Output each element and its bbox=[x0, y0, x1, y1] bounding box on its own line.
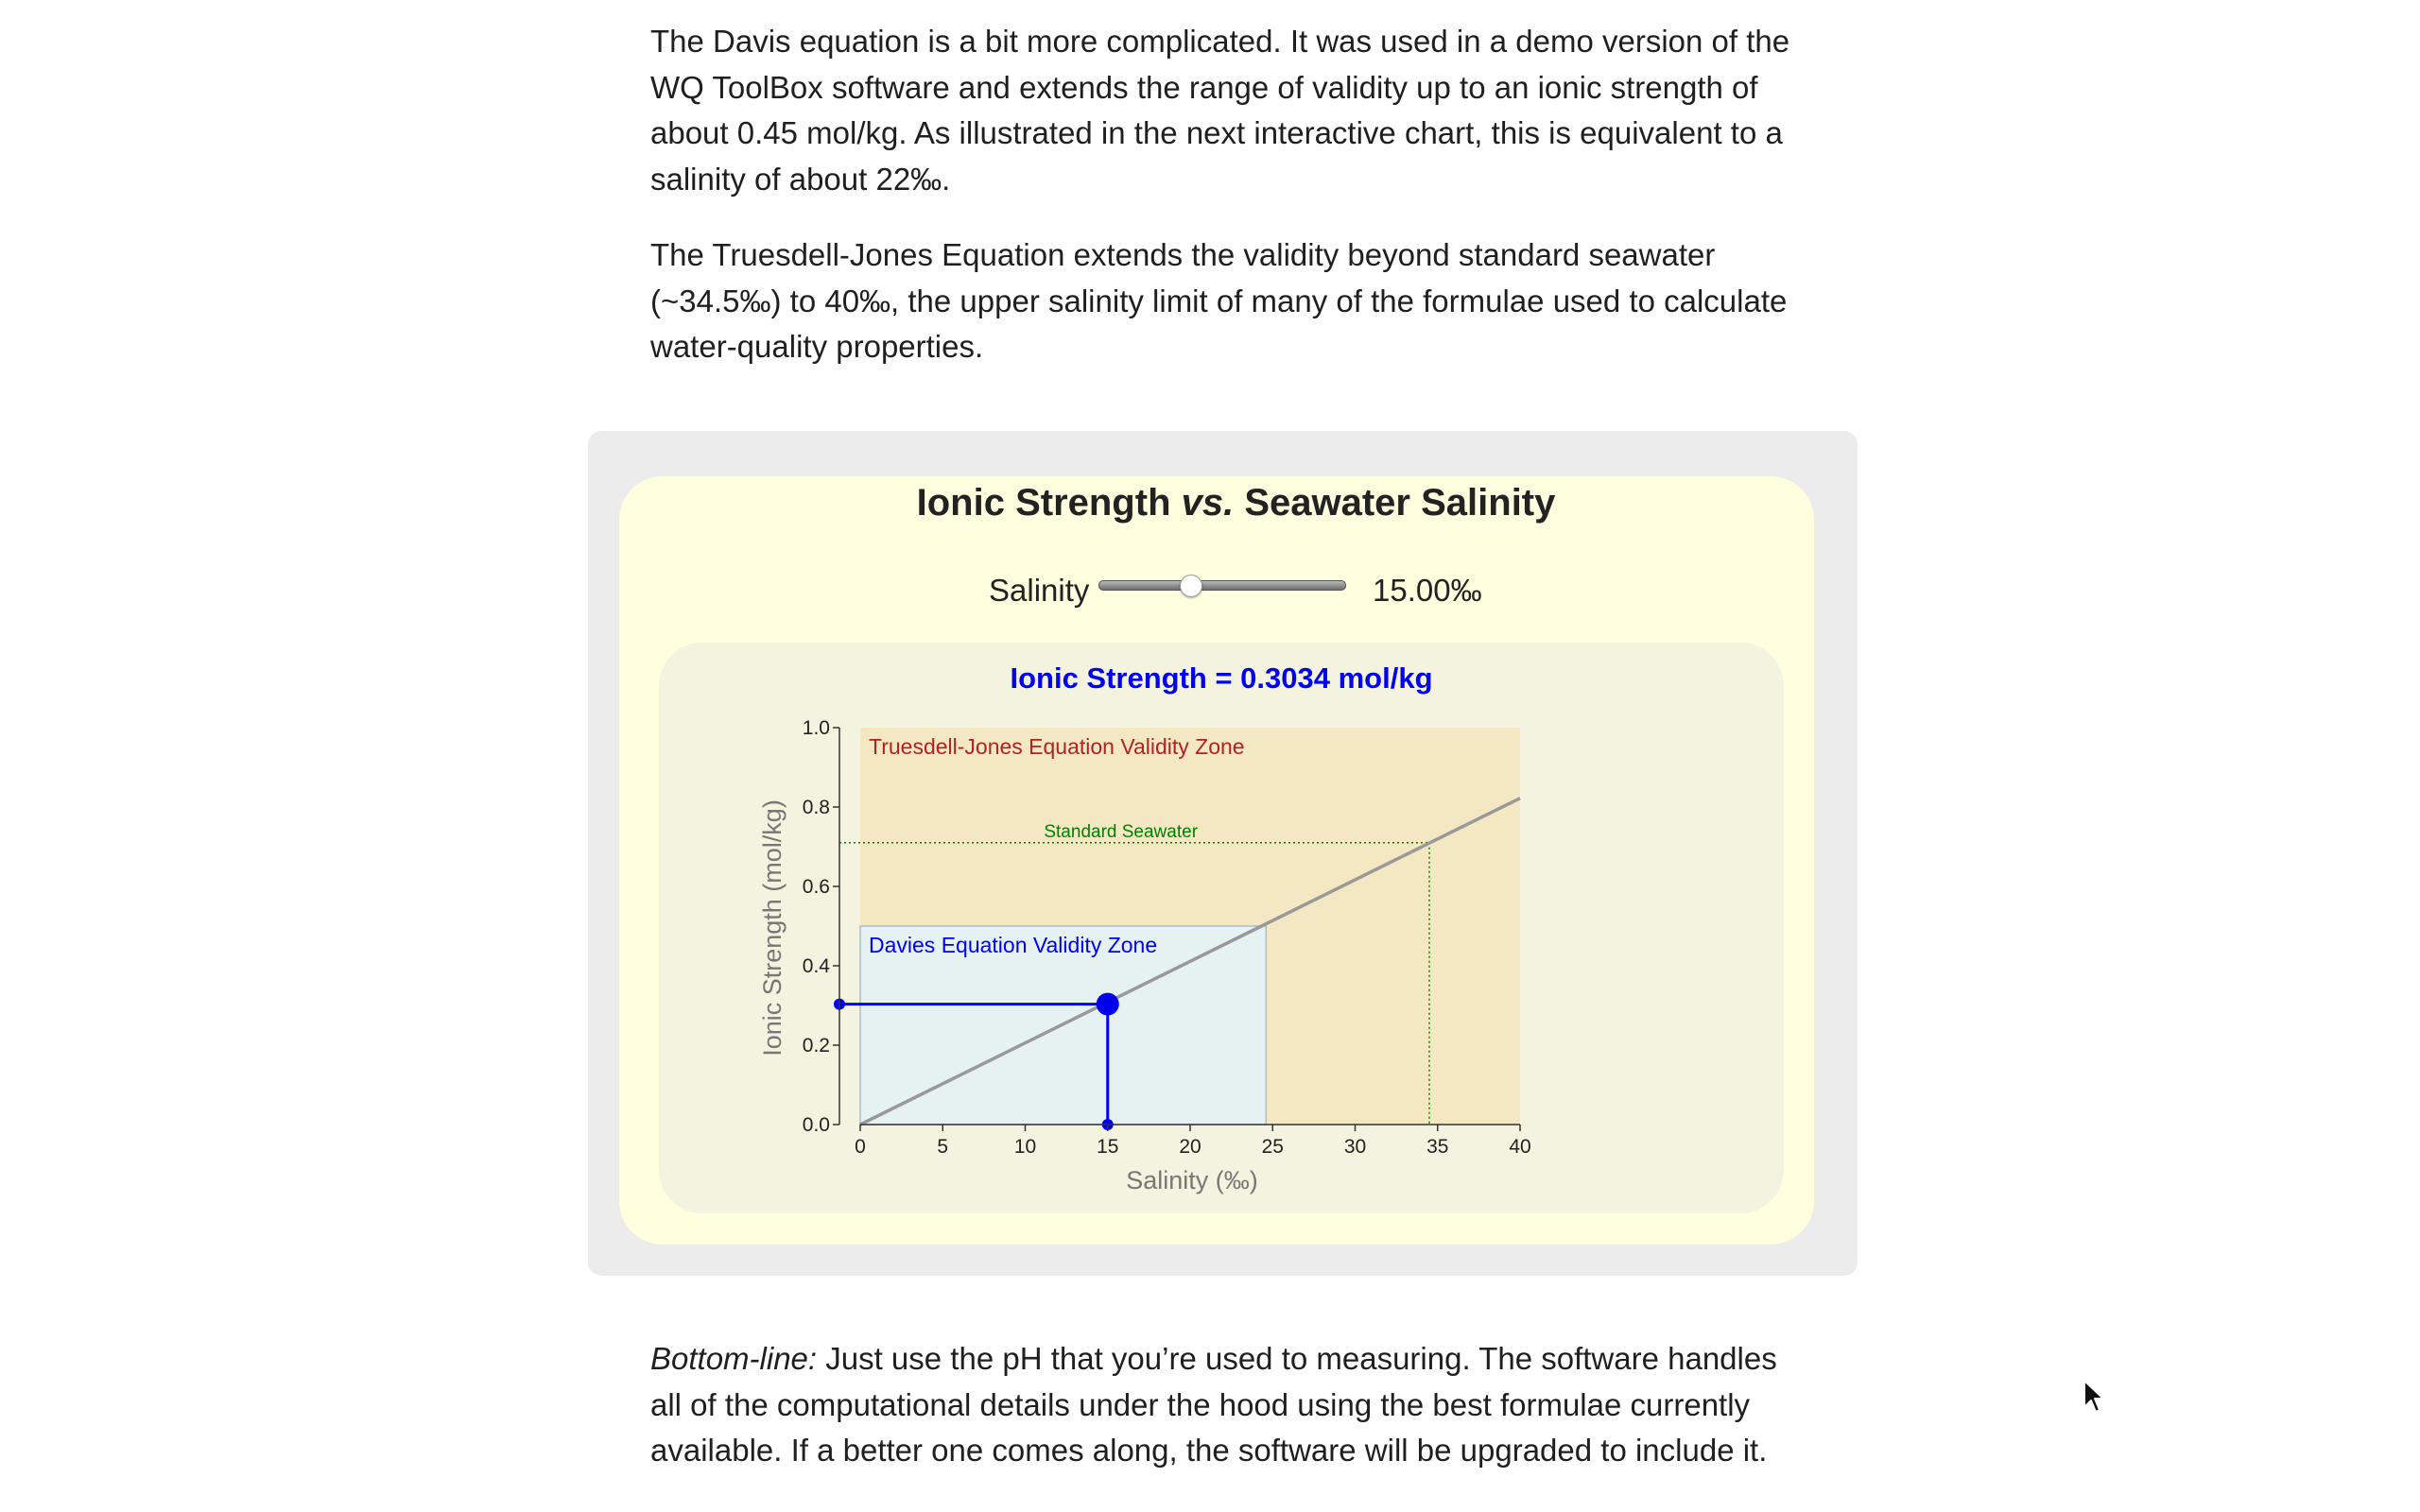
x-tick-label: 15 bbox=[1097, 1136, 1118, 1158]
y-tick-label: 1.0 bbox=[803, 717, 830, 739]
x-tick-label: 30 bbox=[1344, 1136, 1366, 1158]
y-tick-label: 0.2 bbox=[803, 1035, 830, 1057]
salinity-value: 15.00‰ bbox=[1373, 573, 1482, 608]
salinity-slider-thumb[interactable] bbox=[1180, 575, 1202, 597]
bottom-line-text: Just use the pH that you’re used to meas… bbox=[650, 1341, 1777, 1468]
intro-paragraph-truesdell: The Truesdell-Jones Equation extends the… bbox=[650, 237, 1788, 364]
davies-zone-label: Davies Equation Validity Zone bbox=[869, 933, 1157, 957]
title-part: Seawater Salinity bbox=[1234, 482, 1556, 524]
y-axis-title: Ionic Strength (mol/kg) bbox=[758, 799, 786, 1057]
y-tick-label: 0.6 bbox=[803, 876, 830, 898]
selected-point bbox=[1096, 992, 1119, 1016]
x-axis-title: Salinity (‰) bbox=[1126, 1166, 1258, 1194]
x-tick-label: 20 bbox=[1179, 1136, 1201, 1158]
title-vs: vs. bbox=[1181, 482, 1235, 524]
y-tick-label: 0.8 bbox=[803, 797, 830, 818]
x-tick-label: 35 bbox=[1426, 1136, 1448, 1158]
salinity-slider[interactable] bbox=[1098, 580, 1346, 591]
x-tick-label: 25 bbox=[1262, 1136, 1284, 1158]
bottom-line-paragraph: Bottom-line: Just use the pH that you’re… bbox=[650, 1336, 1813, 1474]
title-part: Ionic Strength bbox=[916, 482, 1182, 524]
bottom-line-lead: Bottom-line: bbox=[650, 1341, 818, 1376]
y-tick-label: 0.4 bbox=[803, 955, 831, 977]
x-tick-label: 0 bbox=[855, 1136, 866, 1158]
x-tick-label: 40 bbox=[1509, 1136, 1530, 1158]
mouse-cursor-icon bbox=[2083, 1380, 2104, 1413]
truesdell-zone-label: Truesdell-Jones Equation Validity Zone bbox=[869, 734, 1245, 759]
x-tick-label: 5 bbox=[937, 1136, 948, 1158]
chart-widget-title: Ionic Strength vs. Seawater Salinity bbox=[619, 476, 1853, 529]
x-tick-label: 10 bbox=[1014, 1136, 1036, 1158]
salinity-slider-label: Salinity bbox=[989, 573, 1090, 608]
intro-paragraph-davis: The Davis equation is a bit more complic… bbox=[650, 24, 1790, 197]
ionic-strength-readout: Ionic Strength = 0.3034 mol/kg bbox=[1010, 662, 1433, 695]
series-line bbox=[859, 797, 1521, 1126]
y-tick-label: 0.0 bbox=[803, 1114, 830, 1136]
seawater-label: Standard Seawater bbox=[1044, 822, 1198, 842]
